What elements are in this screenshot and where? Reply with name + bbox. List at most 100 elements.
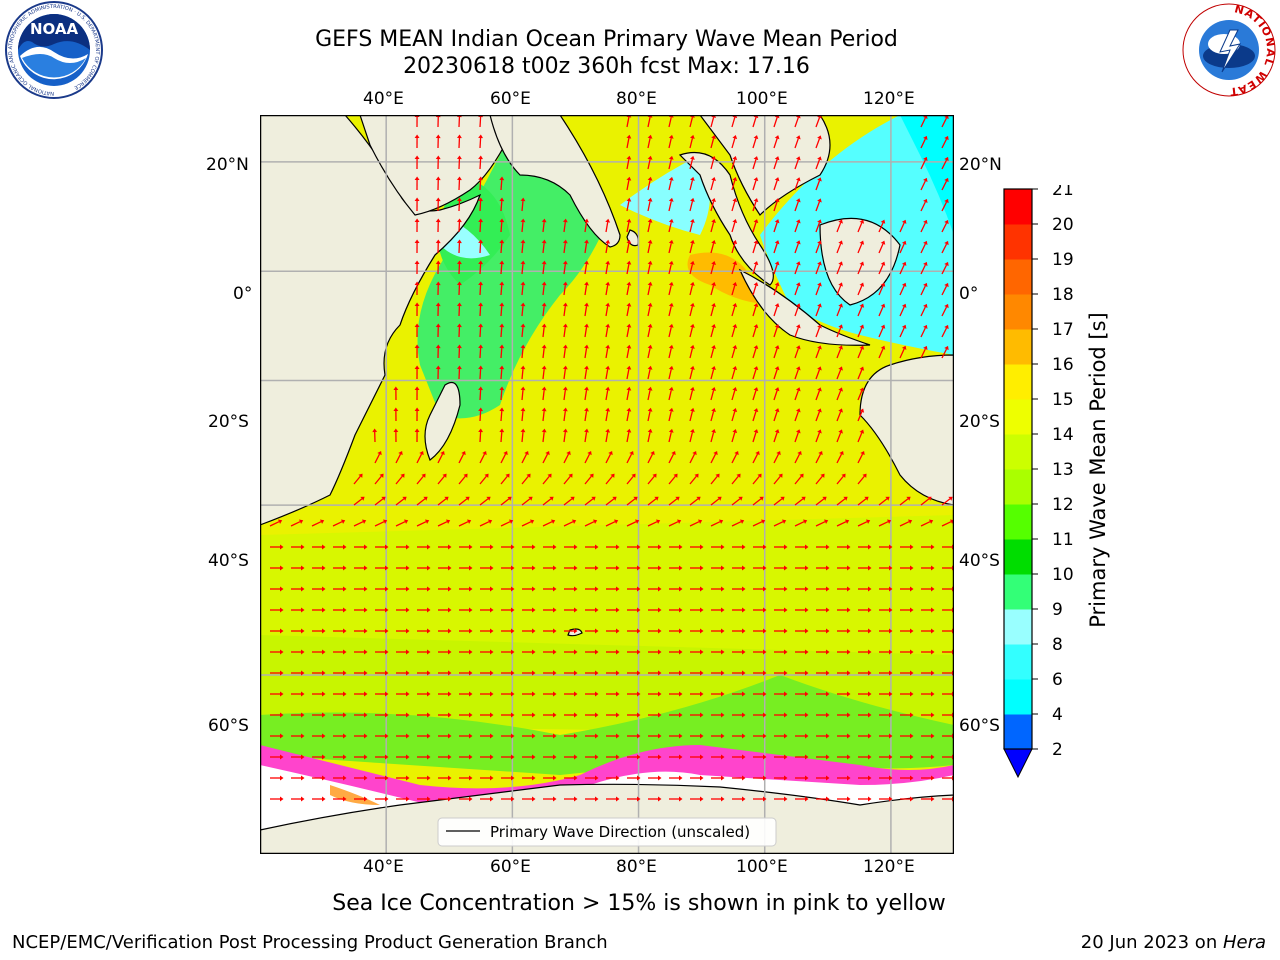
wave-arrow bbox=[333, 733, 347, 739]
wave-arrow bbox=[478, 386, 484, 401]
wave-arrow bbox=[333, 607, 347, 613]
lat-tick-left: 0° bbox=[233, 284, 253, 304]
wave-arrow bbox=[921, 565, 935, 571]
wave-arrow bbox=[522, 607, 536, 613]
wave-arrow bbox=[417, 649, 431, 655]
wave-arrow bbox=[333, 691, 347, 697]
wave-arrow bbox=[395, 450, 403, 464]
wave-arrow bbox=[920, 156, 928, 170]
wave-arrow bbox=[836, 261, 843, 275]
wave-arrow bbox=[774, 733, 788, 739]
wave-arrow bbox=[815, 261, 822, 275]
wave-arrow bbox=[522, 796, 536, 802]
wave-arrow bbox=[647, 155, 653, 170]
wave-arrow bbox=[374, 450, 382, 464]
wave-arrow bbox=[816, 607, 830, 613]
wave-arrow bbox=[941, 156, 949, 170]
wave-arrow bbox=[459, 544, 473, 550]
wave-arrow bbox=[627, 796, 641, 802]
wave-arrow bbox=[354, 796, 368, 802]
wave-arrow bbox=[900, 670, 914, 676]
wave-arrow bbox=[501, 691, 515, 697]
wave-arrow bbox=[795, 670, 809, 676]
wave-arrow bbox=[794, 303, 801, 317]
wave-arrow bbox=[626, 473, 636, 485]
wave-arrow bbox=[479, 473, 489, 485]
wave-arrow bbox=[584, 239, 589, 254]
wave-arrow bbox=[710, 450, 718, 464]
wave-arrow bbox=[900, 796, 914, 802]
colorbar-block bbox=[1004, 434, 1032, 470]
wave-arrow bbox=[837, 691, 851, 697]
wave-arrow bbox=[500, 519, 514, 527]
wave-arrow bbox=[815, 198, 822, 212]
wave-arrow bbox=[522, 754, 536, 760]
wave-arrow bbox=[794, 177, 801, 191]
wave-arrow bbox=[435, 344, 441, 359]
wave-arrow bbox=[333, 670, 347, 676]
wave-arrow bbox=[456, 281, 462, 296]
wave-arrow bbox=[753, 754, 767, 760]
wave-arrow bbox=[773, 450, 781, 464]
wave-arrow bbox=[668, 197, 674, 212]
wave-arrow bbox=[312, 712, 326, 718]
wave-arrow bbox=[480, 796, 494, 802]
wave-arrow bbox=[564, 565, 578, 571]
wave-arrow bbox=[437, 450, 445, 464]
colorbar-block bbox=[1004, 364, 1032, 400]
wave-arrow bbox=[690, 670, 704, 676]
wave-arrow bbox=[584, 473, 594, 485]
lat-tick-right: 40°S bbox=[959, 551, 1000, 571]
wave-arrow bbox=[753, 712, 767, 718]
wave-arrow bbox=[900, 586, 914, 592]
wave-arrow bbox=[668, 344, 674, 359]
wave-arrow bbox=[858, 670, 872, 676]
wave-arrow bbox=[501, 796, 515, 802]
wave-arrow bbox=[521, 519, 535, 527]
wave-arrow bbox=[416, 519, 430, 527]
wave-arrow bbox=[312, 691, 326, 697]
wave-arrow bbox=[605, 428, 611, 443]
wave-arrow bbox=[815, 156, 822, 170]
wave-arrow bbox=[312, 628, 326, 634]
wave-arrow bbox=[752, 408, 759, 422]
wave-arrow bbox=[878, 240, 886, 254]
wave-arrow bbox=[647, 365, 653, 380]
wave-arrow bbox=[414, 344, 420, 359]
wave-arrow bbox=[417, 733, 431, 739]
wave-arrow bbox=[414, 134, 420, 149]
wave-arrow bbox=[438, 586, 452, 592]
wave-arrow bbox=[564, 586, 578, 592]
wave-arrow bbox=[879, 628, 893, 634]
wave-arrow bbox=[816, 712, 830, 718]
wave-arrow bbox=[521, 450, 529, 464]
wave-arrow bbox=[879, 670, 893, 676]
wave-arrow bbox=[372, 428, 378, 443]
wave-arrow bbox=[816, 565, 830, 571]
wave-arrow bbox=[690, 691, 704, 697]
wave-arrow bbox=[732, 565, 746, 571]
wave-arrow bbox=[878, 324, 886, 338]
wave-arrow bbox=[752, 177, 759, 191]
wave-arrow bbox=[626, 496, 638, 506]
wave-arrow bbox=[689, 197, 695, 212]
wave-arrow bbox=[499, 344, 505, 359]
wave-arrow bbox=[837, 628, 851, 634]
wave-arrow bbox=[627, 754, 641, 760]
wave-arrow bbox=[291, 628, 305, 634]
wave-arrow bbox=[396, 565, 410, 571]
wave-arrow bbox=[435, 365, 441, 380]
wave-arrow bbox=[648, 796, 662, 802]
wave-arrow bbox=[774, 712, 788, 718]
wave-arrow bbox=[837, 733, 851, 739]
wave-arrow bbox=[585, 544, 599, 550]
wave-arrow bbox=[543, 607, 557, 613]
wave-arrow bbox=[291, 586, 305, 592]
colorbar-label: Primary Wave Mean Period [s] bbox=[1086, 312, 1110, 628]
wave-arrow bbox=[626, 323, 632, 338]
wave-arrow bbox=[879, 712, 893, 718]
wave-arrow bbox=[773, 177, 780, 191]
wave-arrow bbox=[731, 261, 738, 275]
wave-arrow bbox=[354, 649, 368, 655]
wave-arrow bbox=[689, 473, 699, 485]
